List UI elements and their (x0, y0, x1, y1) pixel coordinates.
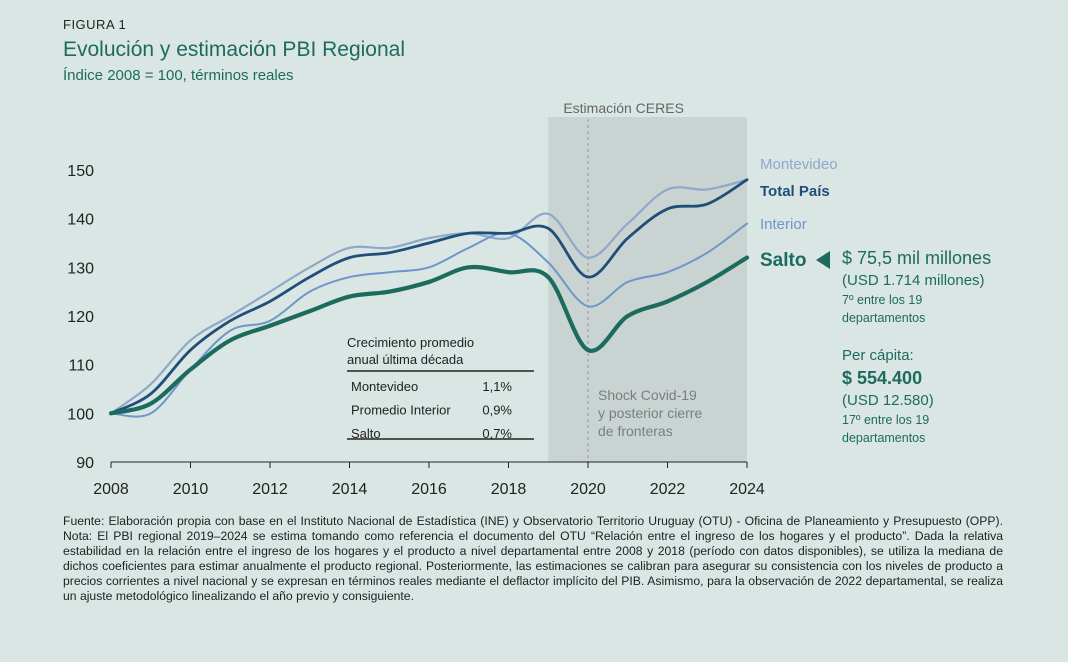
per-capita-rank-cont: departamentos (842, 431, 926, 445)
line-chart: Estimación CERES Shock Covid-19 y posterio… (67, 100, 838, 498)
band-note-line: y posterior cierre (598, 405, 702, 421)
inset-table-value: 0,7% (482, 426, 512, 441)
y-tick-label: 140 (67, 212, 94, 229)
per-capita-usd: (USD 12.580) (842, 392, 934, 409)
salto-pointer-icon (816, 251, 830, 269)
legend-label: Interior (760, 216, 807, 233)
salto-rank-cont: departamentos (842, 311, 926, 325)
inset-table-value: 0,9% (482, 403, 512, 418)
x-tick-label: 2016 (411, 481, 447, 498)
series-line-total-pais (109, 178, 749, 415)
salto-rank: 7º entre los 19 (842, 293, 923, 307)
series-line-interior (110, 222, 748, 418)
per-capita-rank: 17º entre los 19 (842, 413, 930, 427)
legend-label: Total País (760, 183, 830, 200)
y-tick-label: 150 (67, 163, 94, 180)
legend-label: Montevideo (760, 156, 838, 173)
x-tick-label: 2008 (93, 481, 129, 498)
y-tick-label: 110 (68, 358, 94, 375)
source-note: Fuente: Elaboración propia con base en e… (63, 514, 1003, 603)
inset-table-value: 1,1% (482, 379, 512, 394)
estimation-band (548, 117, 747, 462)
inset-table-label: Promedio Interior (351, 403, 451, 418)
per-capita-label: Per cápita: (842, 347, 914, 364)
salto-amount: $ 75,5 mil millones (842, 248, 992, 268)
chart-title: Evolución y estimación PBI Regional (63, 38, 406, 61)
x-tick-label: 2024 (729, 481, 765, 498)
x-tick-label: 2010 (173, 481, 209, 498)
inset-table-title: anual última década (347, 352, 464, 367)
band-note-line: de fronteras (598, 423, 673, 439)
band-note-line: Shock Covid-19 (598, 387, 697, 403)
chart-subtitle: Índice 2008 = 100, términos reales (63, 67, 294, 84)
x-tick-label: 2022 (650, 481, 686, 498)
series-line-salto (108, 255, 750, 416)
salto-amount-usd: (USD 1.714 millones) (842, 272, 985, 289)
figure-label: FIGURA 1 (63, 17, 127, 32)
y-tick-label: 90 (76, 455, 94, 472)
y-tick-label: 120 (67, 309, 94, 326)
y-tick-label: 100 (67, 406, 94, 423)
per-capita-value: $ 554.400 (842, 368, 923, 388)
inset-table-label: Montevideo (351, 379, 418, 394)
band-label: Estimación CERES (563, 100, 684, 116)
series-line-montevideo (109, 178, 749, 415)
x-tick-label: 2020 (570, 481, 606, 498)
legend-label: Salto (760, 250, 806, 271)
x-tick-label: 2018 (491, 481, 527, 498)
x-tick-label: 2014 (332, 481, 368, 498)
x-tick-label: 2012 (252, 481, 288, 498)
inset-table-title: Crecimiento promedio (347, 335, 474, 350)
inset-table-label: Salto (351, 426, 381, 441)
y-tick-label: 130 (67, 260, 94, 277)
